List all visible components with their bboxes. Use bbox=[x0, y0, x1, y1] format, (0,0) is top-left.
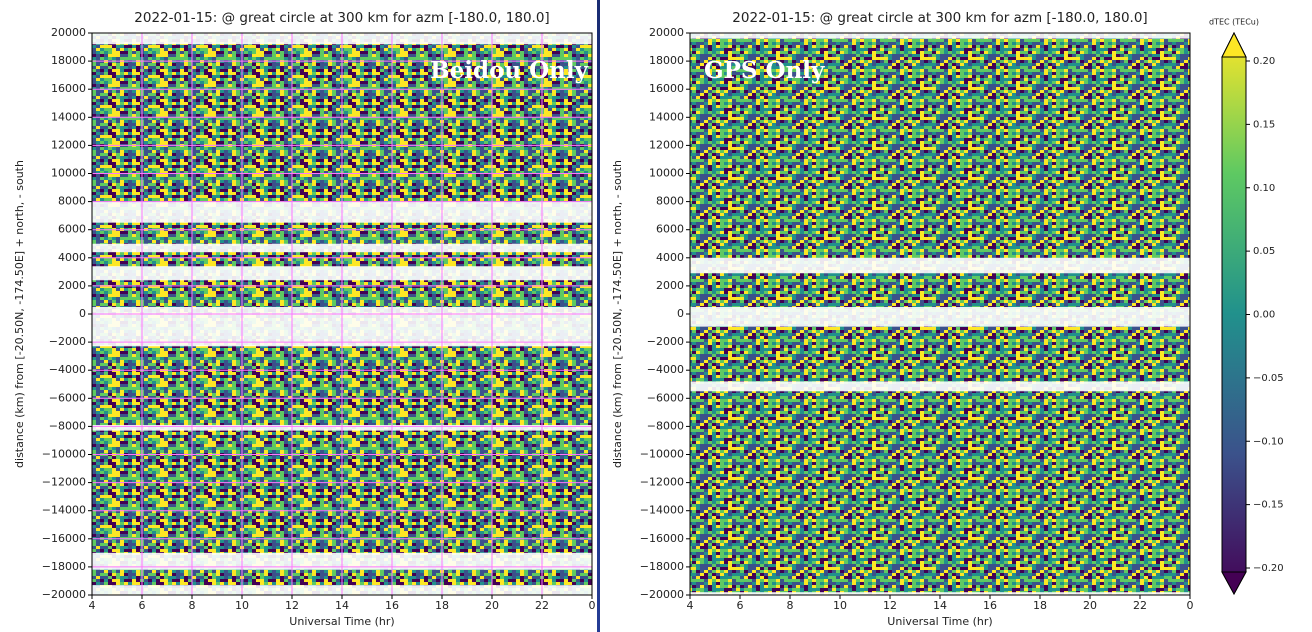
x-tick-label: 18 bbox=[435, 599, 449, 612]
y-tick-label: −20000 bbox=[42, 588, 86, 601]
y-tick-label: 20000 bbox=[51, 26, 86, 39]
y-tick-label: 0 bbox=[677, 307, 684, 320]
colorbar-tick-label: −0.05 bbox=[1253, 373, 1284, 384]
x-tick-label: 8 bbox=[787, 599, 794, 612]
y-tick-label: 14000 bbox=[51, 110, 86, 123]
chart-title: 2022-01-15: @ great circle at 300 km for… bbox=[134, 10, 549, 26]
y-tick-label: −12000 bbox=[640, 476, 684, 489]
chart-title: 2022-01-15: @ great circle at 300 km for… bbox=[732, 10, 1147, 26]
x-tick-label: 0 bbox=[589, 599, 596, 612]
y-tick-label: 16000 bbox=[649, 82, 684, 95]
y-tick-label: 10000 bbox=[649, 167, 684, 180]
y-tick-label: −6000 bbox=[49, 391, 86, 404]
y-axis-label: distance (km) from [-20.50N, -174.50E] +… bbox=[13, 160, 26, 468]
colorbar-tick-label: 0.05 bbox=[1253, 246, 1275, 257]
x-tick-label: 22 bbox=[1133, 599, 1147, 612]
colorbar bbox=[1221, 31, 1247, 596]
colorbar-cap bbox=[1221, 31, 1247, 58]
data-gap bbox=[690, 33, 1190, 39]
x-tick-label: 14 bbox=[933, 599, 947, 612]
colorbar-cap bbox=[1221, 571, 1247, 596]
x-tick-label: 0 bbox=[1187, 599, 1194, 612]
y-tick-label: 4000 bbox=[58, 251, 86, 264]
x-tick-label: 10 bbox=[833, 599, 847, 612]
colorbar-label: dTEC (TECu) bbox=[1209, 18, 1259, 27]
y-tick-label: 4000 bbox=[656, 251, 684, 264]
x-tick-label: 20 bbox=[485, 599, 499, 612]
y-tick-label: −2000 bbox=[647, 335, 684, 348]
y-tick-label: 20000 bbox=[649, 26, 684, 39]
y-tick-label: 6000 bbox=[58, 223, 86, 236]
y-tick-label: −10000 bbox=[42, 448, 86, 461]
y-tick-label: 8000 bbox=[656, 195, 684, 208]
x-tick-label: 20 bbox=[1083, 599, 1097, 612]
data-gap bbox=[690, 257, 1190, 274]
y-tick-label: 18000 bbox=[51, 54, 86, 67]
x-tick-label: 18 bbox=[1033, 599, 1047, 612]
annotation: Beidou Only bbox=[430, 57, 588, 84]
y-tick-label: −16000 bbox=[640, 532, 684, 545]
y-tick-label: 2000 bbox=[58, 279, 86, 292]
x-tick-label: 14 bbox=[335, 599, 349, 612]
y-tick-label: 12000 bbox=[51, 138, 86, 151]
x-tick-label: 16 bbox=[983, 599, 997, 612]
colorbar-tick-label: 0.00 bbox=[1253, 310, 1275, 321]
y-tick-label: −4000 bbox=[49, 363, 86, 376]
colorbar-tick-label: 0.15 bbox=[1253, 119, 1275, 130]
y-tick-label: 2000 bbox=[656, 279, 684, 292]
y-axis-label: distance (km) from [-20.50N, -174.50E] +… bbox=[611, 160, 624, 468]
data-gap bbox=[690, 306, 1190, 327]
x-tick-label: 12 bbox=[285, 599, 299, 612]
y-tick-label: 6000 bbox=[656, 223, 684, 236]
y-tick-label: −2000 bbox=[49, 335, 86, 348]
y-tick-label: 16000 bbox=[51, 82, 86, 95]
plot-frame bbox=[689, 32, 1191, 596]
data-gap bbox=[690, 381, 1190, 392]
x-axis-label: Universal Time (hr) bbox=[887, 615, 992, 628]
colorbar-tick-label: −0.15 bbox=[1253, 500, 1284, 511]
y-tick-label: −20000 bbox=[640, 588, 684, 601]
x-tick-label: 6 bbox=[737, 599, 744, 612]
annotation: GPS Only bbox=[704, 57, 825, 84]
colorbar-tick-label: 0.10 bbox=[1253, 183, 1275, 194]
x-tick-label: 12 bbox=[883, 599, 897, 612]
x-tick-label: 16 bbox=[385, 599, 399, 612]
y-tick-label: −10000 bbox=[640, 448, 684, 461]
colorbar-tick-label: 0.20 bbox=[1253, 56, 1275, 67]
y-tick-label: 8000 bbox=[58, 195, 86, 208]
y-tick-label: −16000 bbox=[42, 532, 86, 545]
colorbar-tick-label: −0.10 bbox=[1253, 436, 1284, 447]
plot-frame bbox=[91, 32, 593, 596]
x-tick-label: 4 bbox=[687, 599, 694, 612]
x-tick-label: 6 bbox=[139, 599, 146, 612]
y-tick-label: −8000 bbox=[49, 419, 86, 432]
y-tick-label: 12000 bbox=[649, 138, 684, 151]
y-tick-label: −12000 bbox=[42, 476, 86, 489]
y-tick-label: 14000 bbox=[649, 110, 684, 123]
y-tick-label: −18000 bbox=[640, 560, 684, 573]
colorbar-tick-label: −0.20 bbox=[1253, 563, 1284, 574]
y-tick-label: −18000 bbox=[42, 560, 86, 573]
x-axis-label: Universal Time (hr) bbox=[289, 615, 394, 628]
data-gap bbox=[690, 592, 1190, 595]
y-tick-label: −14000 bbox=[640, 504, 684, 517]
y-tick-label: −8000 bbox=[647, 419, 684, 432]
y-tick-label: −14000 bbox=[42, 504, 86, 517]
y-tick-label: 10000 bbox=[51, 167, 86, 180]
x-tick-label: 22 bbox=[535, 599, 549, 612]
y-tick-label: 0 bbox=[79, 307, 86, 320]
x-tick-label: 10 bbox=[235, 599, 249, 612]
x-tick-label: 8 bbox=[189, 599, 196, 612]
y-tick-label: −4000 bbox=[647, 363, 684, 376]
y-tick-label: −6000 bbox=[647, 391, 684, 404]
x-tick-label: 4 bbox=[89, 599, 96, 612]
y-tick-label: 18000 bbox=[649, 54, 684, 67]
